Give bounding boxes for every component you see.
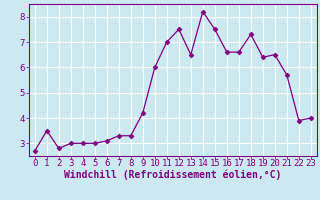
X-axis label: Windchill (Refroidissement éolien,°C): Windchill (Refroidissement éolien,°C): [64, 169, 282, 180]
